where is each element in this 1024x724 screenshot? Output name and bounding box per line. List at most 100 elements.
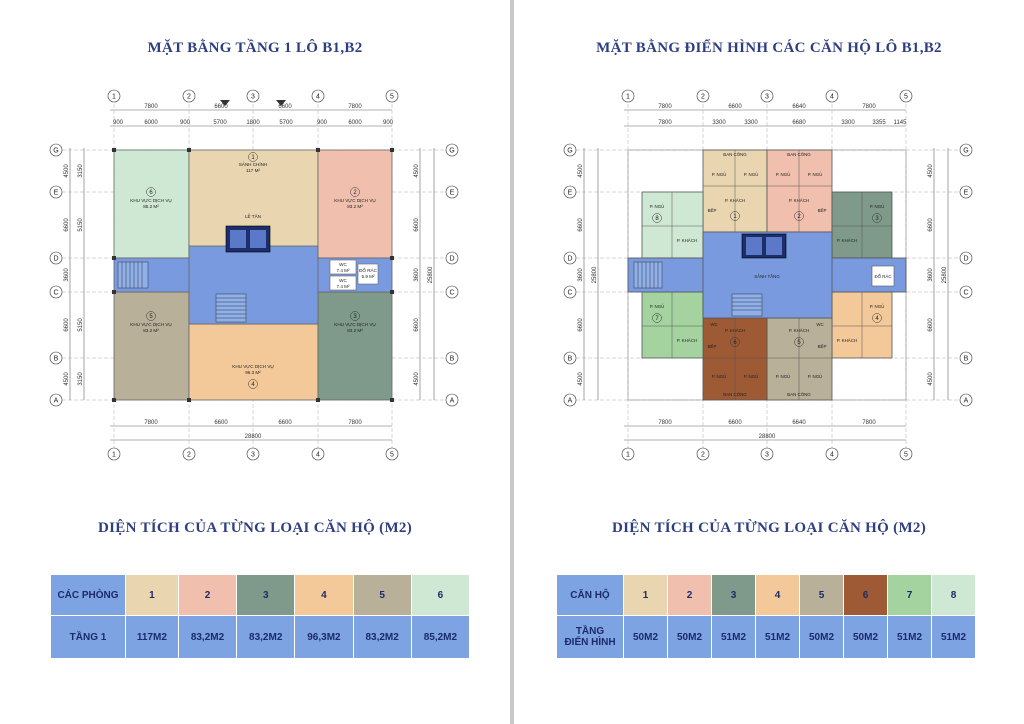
dimension-label: 6600 xyxy=(728,420,742,426)
room-label-cell: 1 xyxy=(125,574,179,616)
wc-label: WC xyxy=(339,262,347,267)
grid-number-label: 3 xyxy=(765,94,769,101)
grid-number-label: 4 xyxy=(830,452,834,459)
grid-number-label: 5 xyxy=(904,452,908,459)
dimension-label: 7800 xyxy=(144,104,158,110)
dimension-label: 7800 xyxy=(658,420,672,426)
room-number: 5 xyxy=(149,314,153,320)
room-name: SẢNH CHÍNH xyxy=(239,161,268,167)
grid-number-label: 1 xyxy=(626,94,630,101)
trash-room-label: ĐỔ RÁC xyxy=(874,274,891,279)
dimension-label: 4500 xyxy=(64,164,70,178)
grid-letter-label: B xyxy=(54,356,59,363)
left-page-title: MẶT BẰNG TẦNG 1 LÔ B1,B2 xyxy=(147,40,363,56)
dimension-label: 7800 xyxy=(348,420,362,426)
grid-number-label: 5 xyxy=(390,452,394,459)
table-header-line: ĐIỂN HÌNH xyxy=(564,637,616,648)
grid-number-label: 3 xyxy=(251,452,255,459)
apartment-number: 8 xyxy=(655,216,659,222)
room-area: 83.2 M² xyxy=(347,328,363,333)
table-row: CĂN HỘ 1 2 3 4 5 6 7 8 xyxy=(556,574,976,616)
dimension-label: 6640 xyxy=(792,104,806,110)
apartment-label-cell: 4 xyxy=(755,574,800,616)
dimension-label: 4500 xyxy=(414,372,420,386)
area-value-cell: 50M2 xyxy=(623,615,668,659)
dimension-label: 6600 xyxy=(414,218,420,232)
bedroom-label: P. NGỦ xyxy=(808,172,823,177)
bedroom-label: P. NGỦ xyxy=(776,374,791,379)
table-header-line: TẦNG xyxy=(575,626,605,637)
grid-letter-label: C xyxy=(449,290,454,297)
dimension-label: 6600 xyxy=(578,218,584,232)
grid-letter-label: B xyxy=(568,356,573,363)
area-value-cell: 50M2 xyxy=(843,615,888,659)
room-area: 96.3 M² xyxy=(245,370,261,375)
dimension-label: 7800 xyxy=(862,420,876,426)
grid-number-label: 2 xyxy=(701,452,705,459)
dimension-label: 4500 xyxy=(578,164,584,178)
dimension-label: 6600 xyxy=(214,420,228,426)
area-value-cell: 51M2 xyxy=(755,615,800,659)
room-name: KHU VỰC DỊCH VỤ xyxy=(334,198,375,203)
room-name: KHU VỰC DỊCH VỤ xyxy=(334,322,375,327)
bedroom-label: P. NGỦ xyxy=(712,374,727,379)
grid-letter-label: D xyxy=(53,256,58,263)
bedroom-label: P. NGỦ xyxy=(870,204,885,209)
grid-number-label: 5 xyxy=(904,94,908,101)
area-value-cell: 51M2 xyxy=(711,615,756,659)
dimension-label: 5700 xyxy=(213,120,227,126)
grid-letter-label: B xyxy=(964,356,969,363)
balcony-label: BAN CÔNG xyxy=(787,392,811,397)
apartment-label-cell: 2 xyxy=(667,574,712,616)
dimension-label: 7800 xyxy=(658,120,672,126)
area-value-cell: 51M2 xyxy=(887,615,932,659)
dimension-label: 6000 xyxy=(348,120,362,126)
room-number: 2 xyxy=(353,190,357,196)
living-room-label: P. KHÁCH xyxy=(837,338,857,343)
grid-letter-label: C xyxy=(567,290,572,297)
dimension-label: 6600 xyxy=(578,318,584,332)
grid-letter-label: G xyxy=(449,148,454,155)
dimension-label: 3600 xyxy=(414,268,420,282)
apartment-label-cell: 1 xyxy=(623,574,668,616)
kitchen-label: BẾP xyxy=(708,344,717,349)
bedroom-label: P. NGỦ xyxy=(776,172,791,177)
grid-letter-label: A xyxy=(568,398,573,405)
dimension-label: 3600 xyxy=(578,268,584,282)
area-value-cell: 50M2 xyxy=(667,615,712,659)
dimension-label: 7800 xyxy=(658,104,672,110)
area-value-cell: 50M2 xyxy=(799,615,844,659)
typical-floor-plan-drawing: 1 2 3 4 5 1 2 3 4 5 G E D C B A G E D C xyxy=(563,89,973,461)
ground-floor-plan-drawing: 1 2 3 4 5 1 2 3 4 5 G E D C B A G E D C xyxy=(49,89,459,461)
apartment-label-cell: 5 xyxy=(799,574,844,616)
living-room-label: P. KHÁCH xyxy=(677,338,697,343)
wc-area: 7.4 M² xyxy=(336,268,349,273)
dimension-label: 3150 xyxy=(78,164,84,178)
dimension-label: 6600 xyxy=(414,318,420,332)
dimension-label: 7800 xyxy=(862,104,876,110)
dimension-label: 6600 xyxy=(728,104,742,110)
dimension-label: 900 xyxy=(383,120,394,126)
reception-label: LỄ TÂN xyxy=(245,213,261,219)
grid-number-label: 1 xyxy=(626,452,630,459)
dimension-label: 4500 xyxy=(64,372,70,386)
room-name: KHU VỰC DỊCH VỤ xyxy=(130,198,171,203)
living-room-label: P. KHÁCH xyxy=(725,328,745,333)
dimension-label: 6600 xyxy=(928,218,934,232)
apartment-number: 2 xyxy=(797,214,801,220)
grid-number-label: 3 xyxy=(765,452,769,459)
grid-number-label: 3 xyxy=(251,94,255,101)
area-value-cell: 85,2M2 xyxy=(410,615,471,659)
bedroom-label: P. NGỦ xyxy=(808,374,823,379)
grid-number-label: 4 xyxy=(830,94,834,101)
room-label-cell: 6 xyxy=(410,574,471,616)
total-dimension-label: 25800 xyxy=(942,266,948,283)
bedroom-label: P. NGỦ xyxy=(650,204,665,209)
wc-label: WC xyxy=(710,322,717,327)
grid-letter-label: C xyxy=(53,290,58,297)
grid-number-label: 2 xyxy=(187,452,191,459)
dimension-label: 3600 xyxy=(928,268,934,282)
grid-letter-label: A xyxy=(54,398,59,405)
living-room-label: P. KHÁCH xyxy=(789,328,809,333)
room-area: 117 M² xyxy=(246,168,260,173)
